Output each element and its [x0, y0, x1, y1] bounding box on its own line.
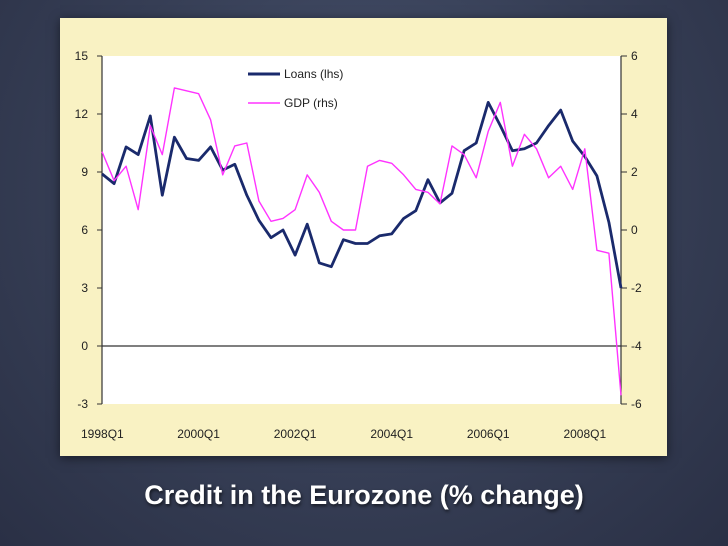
legend-label-loans: Loans (lhs)	[284, 67, 343, 81]
right-axis-tick-label: -6	[631, 397, 642, 411]
right-axis-tick-label: 4	[631, 107, 638, 121]
x-axis-tick-label: 2006Q1	[467, 427, 510, 441]
right-axis-tick-label: 2	[631, 165, 638, 179]
left-axis-tick-label: 12	[75, 107, 89, 121]
left-axis-tick-label: 15	[75, 49, 89, 63]
right-axis-tick-label: -2	[631, 281, 642, 295]
left-axis-tick-label: 6	[81, 223, 88, 237]
plot-area	[102, 56, 621, 404]
x-axis-tick-label: 2000Q1	[177, 427, 220, 441]
legend-label-gdp: GDP (rhs)	[284, 96, 338, 110]
right-axis-tick-label: -4	[631, 339, 642, 353]
legend: Loans (lhs) GDP (rhs)	[248, 67, 343, 110]
x-axis-tick-label: 2002Q1	[274, 427, 317, 441]
slide-caption: Credit in the Eurozone (% change)	[144, 480, 584, 510]
chart-frame: 15 12 9 6 3 0 -3 6 4 2 0 -2 -4 -6 1998Q1 2000Q1 2002Q1 20…	[60, 18, 667, 456]
x-axis-tick-label: 1998Q1	[81, 427, 124, 441]
loans-gdp-line-chart: 15 12 9 6 3 0 -3 6 4 2 0 -2 -4 -6 1998Q1 2000Q1 2002Q1 20…	[75, 49, 642, 441]
x-axis-tick-label: 2008Q1	[563, 427, 606, 441]
loans-series-line	[101, 101, 623, 289]
gdp-series-line	[101, 87, 622, 396]
left-axis-tick-label: -3	[77, 397, 88, 411]
left-axis-tick-label: 9	[81, 165, 88, 179]
right-axis-tick-label: 0	[631, 223, 638, 237]
x-axis-tick-label: 2004Q1	[370, 427, 413, 441]
left-axis-tick-label: 3	[81, 281, 88, 295]
left-axis-tick-label: 0	[81, 339, 88, 353]
right-axis-tick-label: 6	[631, 49, 638, 63]
